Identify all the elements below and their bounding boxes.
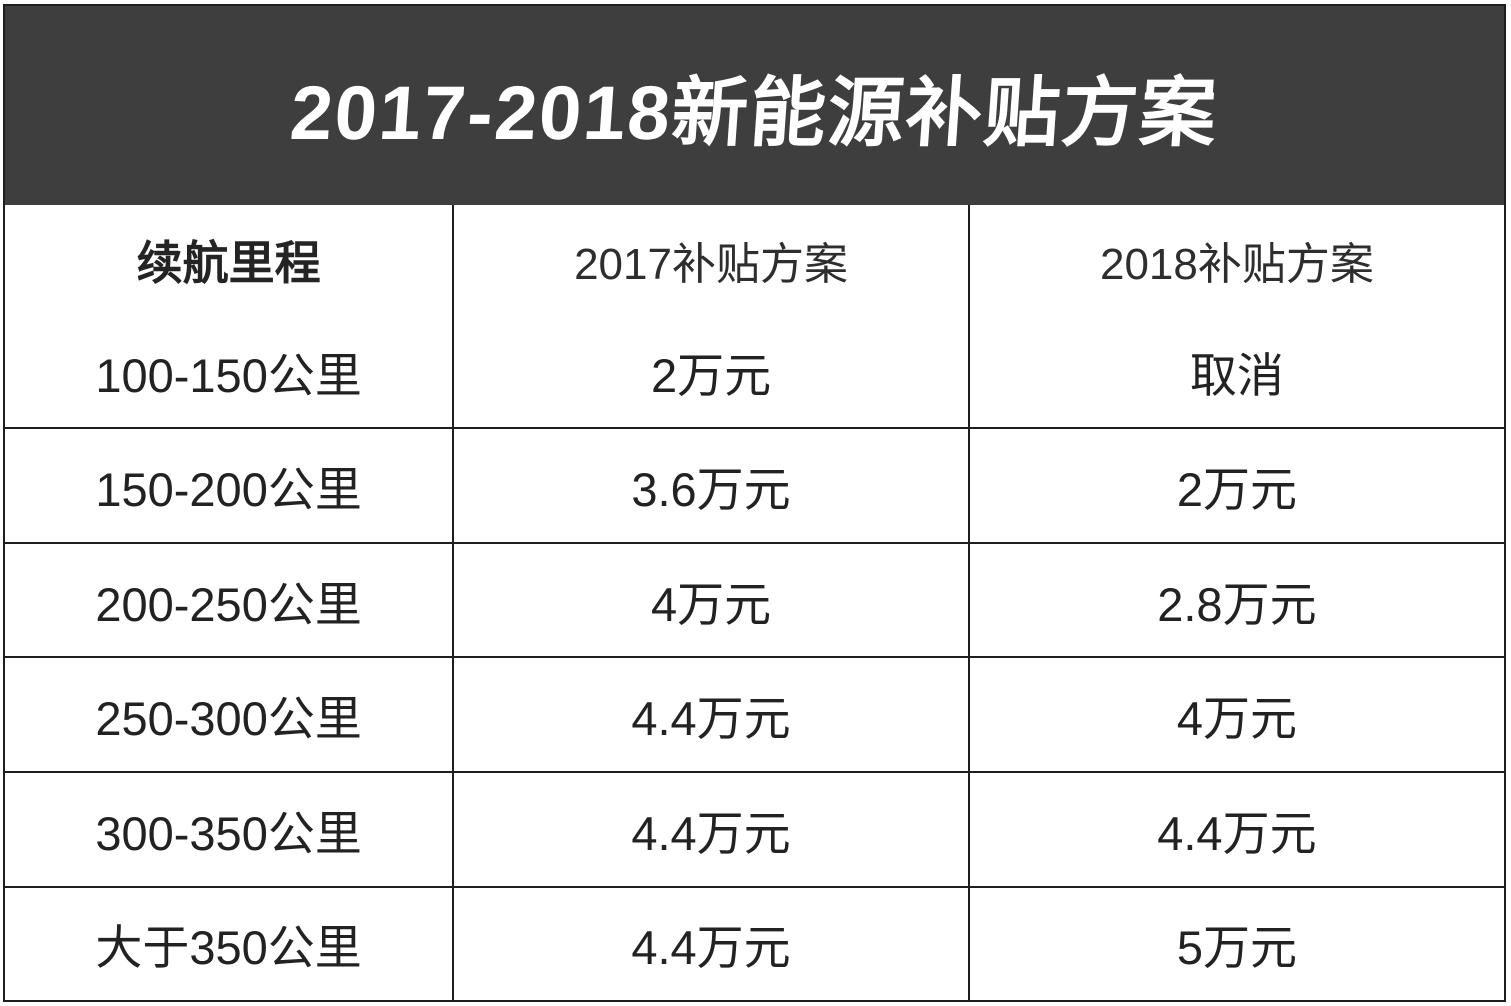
cell-range: 150-200公里 xyxy=(5,428,455,544)
table-row: 300-350公里 4.4万元 4.4万元 xyxy=(5,772,1504,888)
column-header-range: 续航里程 xyxy=(5,205,455,315)
table-row: 250-300公里 4.4万元 4万元 xyxy=(5,657,1504,774)
cell-2018-subsidy: 4.4万元 xyxy=(968,772,1504,888)
cell-2018-subsidy: 2.8万元 xyxy=(968,542,1504,659)
cell-2018-subsidy: 取消 xyxy=(968,315,1504,430)
cell-2018-subsidy: 2万元 xyxy=(968,428,1504,544)
cell-range: 250-300公里 xyxy=(5,657,455,774)
cell-2017-subsidy: 4.4万元 xyxy=(453,772,970,888)
table-row: 200-250公里 4万元 2.8万元 xyxy=(5,542,1504,659)
column-header-2018-plan: 2018补贴方案 xyxy=(968,205,1504,315)
cell-range: 200-250公里 xyxy=(5,542,455,659)
table-header-row: 续航里程 2017补贴方案 2018补贴方案 xyxy=(5,205,1504,315)
title-banner: 2017-2018新能源补贴方案 xyxy=(5,6,1504,205)
cell-range: 大于350公里 xyxy=(5,886,455,1000)
table-row: 150-200公里 3.6万元 2万元 xyxy=(5,428,1504,544)
infographic-frame: 2017-2018新能源补贴方案 续航里程 2017补贴方案 2018补贴方案 … xyxy=(3,4,1506,1002)
table-row: 大于350公里 4.4万元 5万元 xyxy=(5,886,1504,1000)
cell-2017-subsidy: 4.4万元 xyxy=(453,657,970,774)
cell-2018-subsidy: 4万元 xyxy=(968,657,1504,774)
cell-2017-subsidy: 3.6万元 xyxy=(453,428,970,544)
column-header-2017-plan: 2017补贴方案 xyxy=(453,205,970,315)
cell-range: 100-150公里 xyxy=(5,315,455,430)
cell-2017-subsidy: 4.4万元 xyxy=(453,886,970,1000)
cell-2017-subsidy: 2万元 xyxy=(453,315,970,430)
table-row: 100-150公里 2万元 取消 xyxy=(5,315,1504,430)
subsidy-table: 续航里程 2017补贴方案 2018补贴方案 100-150公里 2万元 取消 … xyxy=(5,205,1504,1000)
cell-2017-subsidy: 4万元 xyxy=(453,542,970,659)
page-title: 2017-2018新能源补贴方案 xyxy=(287,70,1221,156)
cell-range: 300-350公里 xyxy=(5,772,455,888)
cell-2018-subsidy: 5万元 xyxy=(968,886,1504,1000)
